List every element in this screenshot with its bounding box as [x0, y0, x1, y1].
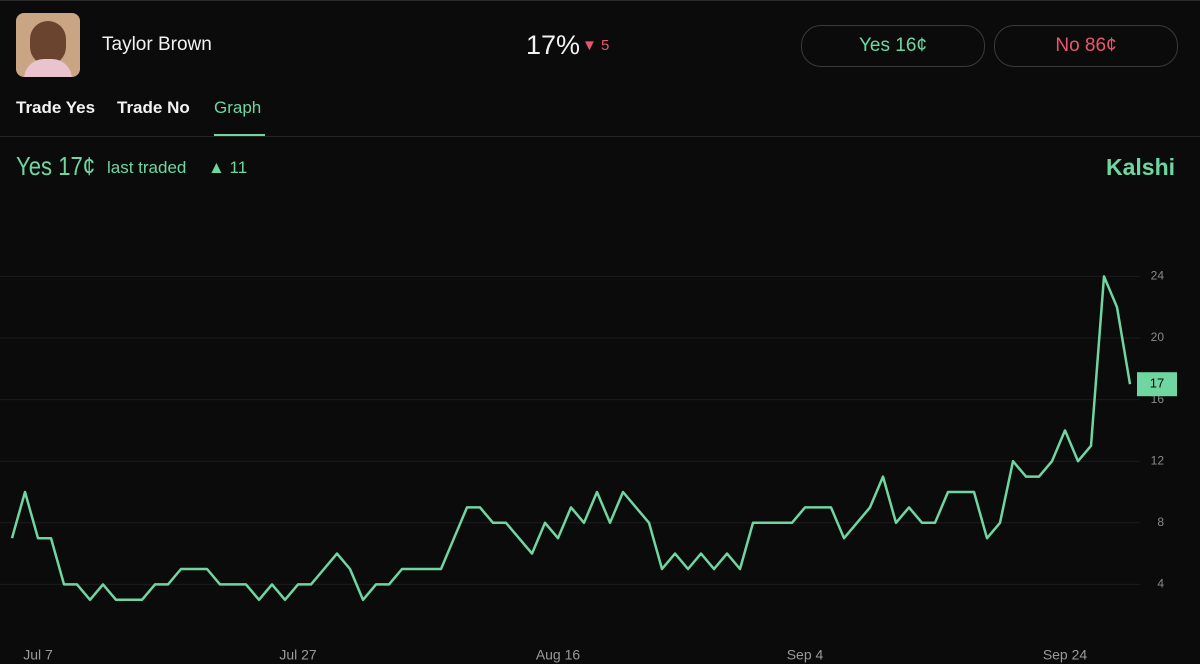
tab-active[interactable]: Graph	[214, 98, 262, 117]
avatar	[16, 13, 80, 77]
percent-change: ▼ 5	[582, 37, 610, 54]
last-value-label: 17	[1150, 376, 1164, 391]
x-tick-label: Jul 27	[279, 647, 317, 663]
y-tick-label: 12	[1151, 453, 1165, 467]
y-tick-label: 24	[1151, 269, 1165, 283]
y-tick-label: 8	[1157, 515, 1164, 529]
y-tick-label: 20	[1151, 330, 1165, 344]
quote-note: last traded	[107, 158, 187, 177]
brand: Kalshi	[1106, 154, 1176, 180]
x-tick-label: Sep 24	[1043, 647, 1088, 663]
y-tick-label: 4	[1157, 577, 1164, 591]
no-button[interactable]: No 86¢	[994, 25, 1178, 67]
tab[interactable]: Trade Yes	[16, 98, 96, 117]
quote-price: Yes 17¢	[16, 151, 96, 181]
price-line	[10, 275, 1132, 602]
last-value-box	[1137, 372, 1177, 397]
x-tick-label: Aug 16	[536, 647, 581, 663]
x-tick-label: Sep 4	[787, 647, 824, 663]
x-tick-label: Jul 7	[23, 647, 53, 663]
divider	[0, 136, 1200, 137]
quote-change: ▲ 11	[208, 158, 248, 177]
tab[interactable]: Trade No	[117, 98, 190, 117]
yes-button[interactable]: Yes 16¢	[801, 25, 985, 67]
percent: 17%	[526, 30, 581, 60]
candidate-name: Taylor Brown	[102, 34, 212, 55]
top-border	[0, 0, 1200, 1]
tab-underline	[214, 134, 265, 136]
